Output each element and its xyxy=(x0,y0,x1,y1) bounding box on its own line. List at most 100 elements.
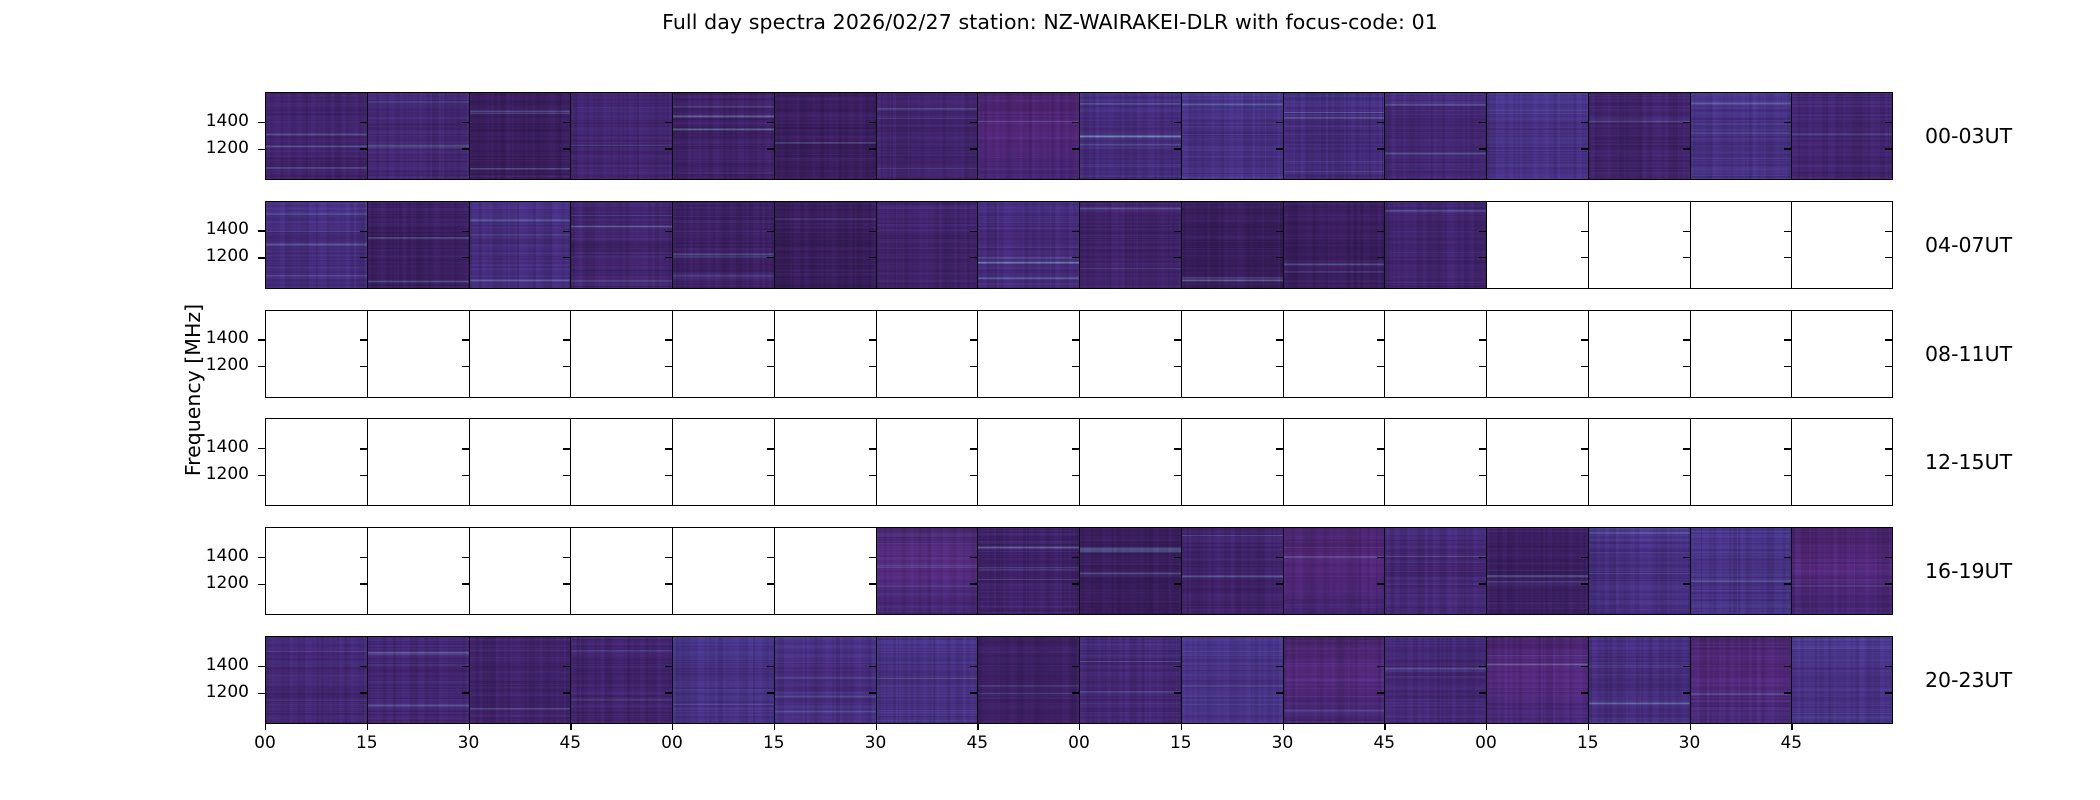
spectrogram-panel[interactable] xyxy=(1791,200,1893,289)
spectrogram-panel[interactable] xyxy=(1079,418,1181,507)
spectrogram-panel[interactable] xyxy=(875,527,978,616)
spectrogram-panel[interactable] xyxy=(1486,92,1588,180)
spectrogram-panel[interactable] xyxy=(672,527,774,616)
spectrogram-panel[interactable] xyxy=(875,200,978,289)
spectrogram-panel[interactable] xyxy=(1180,92,1283,180)
spectrogram-panel[interactable] xyxy=(1689,92,1792,180)
spectrogram-panel[interactable] xyxy=(1079,636,1181,724)
spectrogram-panel[interactable] xyxy=(265,418,367,507)
spectrogram-panel[interactable] xyxy=(570,527,672,616)
spectrogram-panel[interactable] xyxy=(1486,636,1588,724)
spectrogram-panel[interactable] xyxy=(366,527,469,616)
spectrogram-panel[interactable] xyxy=(773,527,876,616)
spectrogram-panel[interactable] xyxy=(1384,636,1486,724)
spectrogram-panel[interactable] xyxy=(875,309,978,398)
spectrogram-panel[interactable] xyxy=(366,418,469,507)
spectrogram-panel[interactable] xyxy=(570,418,672,507)
spectrogram-panel[interactable] xyxy=(468,527,571,616)
spectrogram-panel[interactable] xyxy=(570,309,672,398)
spectrogram-panel[interactable] xyxy=(875,418,978,507)
spectrogram-panel[interactable] xyxy=(977,636,1079,724)
spectrogram-panel[interactable] xyxy=(1791,309,1893,398)
spectrogram-panel[interactable] xyxy=(1180,309,1283,398)
spectrogram-panel[interactable] xyxy=(468,92,571,180)
spectrogram-panel[interactable] xyxy=(1079,200,1181,289)
spectrogram-panel[interactable] xyxy=(1791,527,1893,616)
spectrogram-panel[interactable] xyxy=(1282,527,1385,616)
spectrogram-panel[interactable] xyxy=(366,309,469,398)
spectrogram-panel[interactable] xyxy=(1384,200,1486,289)
spectrogram-panel[interactable] xyxy=(468,418,571,507)
spectrogram-panel[interactable] xyxy=(1791,92,1893,180)
spectrogram-panel[interactable] xyxy=(1282,418,1385,507)
spectrogram-panel[interactable] xyxy=(1587,527,1690,616)
spectrogram-panel[interactable] xyxy=(875,92,978,180)
spectrogram-panel[interactable] xyxy=(1587,636,1690,724)
spectrogram-panel[interactable] xyxy=(672,309,774,398)
spectrogram-panel[interactable] xyxy=(1486,309,1588,398)
spectrogram-panel[interactable] xyxy=(1079,527,1181,616)
spectrogram-panel[interactable] xyxy=(265,200,367,289)
spectrogram-panel[interactable] xyxy=(977,200,1079,289)
spectrogram-panel[interactable] xyxy=(1384,418,1486,507)
spectrogram-panel[interactable] xyxy=(1384,309,1486,398)
spectrogram-panel[interactable] xyxy=(265,527,367,616)
spectrogram-panel[interactable] xyxy=(468,200,571,289)
spectrogram-panel[interactable] xyxy=(570,200,672,289)
spectrogram-panel[interactable] xyxy=(773,636,876,724)
spectrogram-panel[interactable] xyxy=(1282,309,1385,398)
spectrogram-panel[interactable] xyxy=(1079,92,1181,180)
spectrogram-panel[interactable] xyxy=(1180,527,1283,616)
spectrogram-panel[interactable] xyxy=(265,636,367,724)
spectrogram-panel[interactable] xyxy=(1384,527,1486,616)
spectrogram-panel[interactable] xyxy=(1486,418,1588,507)
spectrogram-panel[interactable] xyxy=(977,309,1079,398)
spectrogram-panel[interactable] xyxy=(366,92,469,180)
spectrogram-panel[interactable] xyxy=(1587,418,1690,507)
spectrogram-panel[interactable] xyxy=(1282,200,1385,289)
spectrogram-panel[interactable] xyxy=(773,92,876,180)
spectrogram-panel[interactable] xyxy=(977,527,1079,616)
spectrogram-panel[interactable] xyxy=(773,418,876,507)
spectrogram-panel[interactable] xyxy=(773,309,876,398)
spectrogram-panel[interactable] xyxy=(1180,200,1283,289)
spectrogram-panel[interactable] xyxy=(570,636,672,724)
spectrogram-panel[interactable] xyxy=(1689,200,1792,289)
spectrogram-panel[interactable] xyxy=(468,309,571,398)
spectrogram-panel[interactable] xyxy=(265,92,367,180)
spectrogram-panel[interactable] xyxy=(1689,418,1792,507)
spectrogram-panel[interactable] xyxy=(1587,200,1690,289)
spectrogram-panel[interactable] xyxy=(1587,92,1690,180)
spectrogram-panel[interactable] xyxy=(1180,418,1283,507)
spectrogram-panel[interactable] xyxy=(672,200,774,289)
panel-tick-1200 xyxy=(1784,257,1792,259)
spectrogram-panel[interactable] xyxy=(1282,92,1385,180)
spectrogram-panel[interactable] xyxy=(1486,527,1588,616)
spectrogram-panel[interactable] xyxy=(773,200,876,289)
spectrogram-panel[interactable] xyxy=(977,92,1079,180)
spectrogram-panel[interactable] xyxy=(672,92,774,180)
spectrogram-panel[interactable] xyxy=(265,309,367,398)
spectrogram-panel[interactable] xyxy=(1689,309,1792,398)
spectrogram-panel[interactable] xyxy=(1384,92,1486,180)
spectrogram-panel[interactable] xyxy=(672,636,774,724)
spectrogram-panel[interactable] xyxy=(672,418,774,507)
spectrogram-panel[interactable] xyxy=(570,92,672,180)
figure-title: Full day spectra 2026/02/27 station: NZ-… xyxy=(662,10,1438,34)
spectrogram-panel[interactable] xyxy=(1282,636,1385,724)
spectrogram-image xyxy=(469,637,571,723)
spectrogram-panel[interactable] xyxy=(366,200,469,289)
spectrogram-panel[interactable] xyxy=(1079,309,1181,398)
spectrogram-panel[interactable] xyxy=(1486,200,1588,289)
panel-tick-1400 xyxy=(1275,448,1283,450)
spectrogram-panel[interactable] xyxy=(1689,636,1792,724)
spectrogram-panel[interactable] xyxy=(1689,527,1792,616)
spectrogram-panel[interactable] xyxy=(468,636,571,724)
spectrogram-panel[interactable] xyxy=(366,636,469,724)
spectrogram-panel[interactable] xyxy=(875,636,978,724)
spectrogram-panel[interactable] xyxy=(1180,636,1283,724)
spectrogram-panel[interactable] xyxy=(1587,309,1690,398)
spectrogram-panel[interactable] xyxy=(1791,418,1893,507)
spectrogram-panel[interactable] xyxy=(1791,636,1893,724)
spectrogram-panel[interactable] xyxy=(977,418,1079,507)
